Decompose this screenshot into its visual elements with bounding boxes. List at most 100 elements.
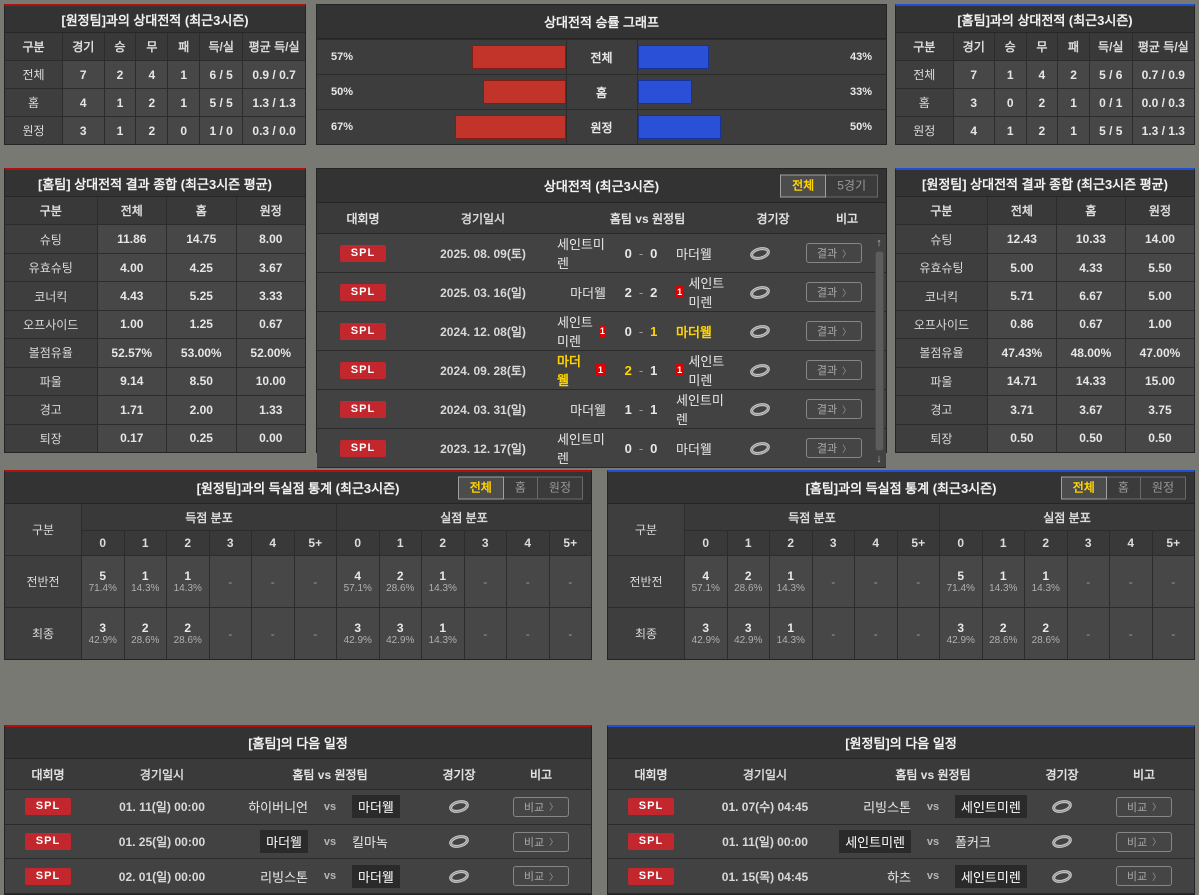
tab-전체[interactable]: 전체 (1060, 476, 1107, 499)
league-cell: SPL (608, 798, 694, 816)
stat-value: 4.25 (167, 253, 236, 282)
tab-홈[interactable]: 홈 (1105, 476, 1141, 499)
panel-home-schedule: [홈팀]의 다음 일정 대회명 경기일시 홈팀 vs 원정팀 경기장 비고 SPL 01.… (4, 725, 592, 895)
tab-홈[interactable]: 홈 (502, 476, 538, 499)
dist-cell: - (1067, 556, 1109, 607)
action-button[interactable]: 비교 〉 (512, 831, 570, 852)
stat-value: 4.00 (97, 253, 166, 282)
bin-header: 3 (812, 531, 854, 555)
home-team-name: 리빙스톤 (863, 800, 911, 816)
dist-count: 1 (1042, 568, 1050, 583)
dist-pct: 14.3% (173, 582, 202, 594)
match-cell: 하이버니언 vs 마더웰 (233, 795, 427, 819)
chevron-right-icon: 〉 (842, 365, 852, 376)
away-score: 0 (650, 245, 658, 261)
action-button[interactable]: 결과 〉 (805, 321, 863, 341)
stat-value: 48.00% (1056, 339, 1125, 367)
stat-value: 0.50 (1125, 424, 1194, 452)
dist-cell: 2 28.6% (1025, 608, 1067, 659)
action-button[interactable]: 비교 〉 (1115, 831, 1173, 852)
tab-5경기[interactable]: 5경기 (825, 174, 878, 197)
action-button[interactable]: 결과 〉 (805, 399, 863, 419)
stat-value: 3.67 (1056, 396, 1125, 424)
action-button[interactable]: 비교 〉 (512, 796, 570, 817)
home-score: 0 (624, 245, 632, 261)
stadium-icon (1051, 869, 1073, 884)
tab-전체[interactable]: 전체 (780, 174, 827, 197)
panel-vs-home-record: [홈팀]과의 상대전적 (최근3시즌) 구분 경기 승 무 패 득/실 평균 득/실 전체 7 1… (895, 4, 1195, 145)
stat-value: 2 (1058, 61, 1089, 88)
dist-count: 5 (957, 568, 965, 583)
schedule-column-headers: 대회명 경기일시 홈팀 vs 원정팀 경기장 비고 (608, 759, 1194, 790)
panel-title: [원정팀]과의 상대전적 (최근3시즌) (5, 6, 305, 33)
column-header: 전체 (97, 197, 166, 225)
header-stadium: 경기장 (442, 767, 476, 782)
goals-title: [홈팀]과의 득실점 통계 (최근3시즌) (805, 481, 997, 496)
dist-count: 2 (999, 620, 1007, 635)
bin-header: 5+ (294, 531, 336, 555)
scroll-up-button[interactable]: ↑ (876, 237, 882, 249)
panel-goals-vs-away: [원정팀]과의 득실점 통계 (최근3시즌) 전체 홈 원정 구분 득점 분포 실점 분… (4, 470, 592, 660)
stadium-icon (1051, 799, 1073, 814)
action-button[interactable]: 결과 〉 (805, 282, 863, 302)
dist-cell: 1 14.3% (422, 556, 464, 607)
scrollbar-thumb[interactable] (874, 251, 884, 451)
home-win-pct: 67% (331, 121, 354, 133)
row-label: 유효슈팅 (896, 253, 987, 282)
stat-value: 14.33 (1056, 367, 1125, 396)
row-label: 전반전 (5, 556, 81, 607)
dist-cell: - (252, 556, 294, 607)
action-button[interactable]: 결과 〉 (805, 438, 863, 458)
score: 2-2 (606, 285, 676, 300)
tab-원정[interactable]: 원정 (1139, 476, 1186, 499)
dist-pct: 14.3% (1031, 582, 1060, 594)
stat-value: 10.00 (236, 367, 305, 396)
dist-pct: 14.3% (989, 582, 1018, 594)
action-button[interactable]: 비교 〉 (512, 866, 570, 887)
match-cell: 하츠 vs 세인트미렌 (836, 864, 1030, 888)
away-side: 세인트미렌 (955, 864, 1030, 888)
dist-pct: 14.3% (131, 582, 160, 594)
away-team-name: 세인트미렌 (955, 795, 1027, 819)
button-label: 결과 (816, 287, 838, 299)
home-bar-zone: 67% (317, 110, 566, 144)
goals-tabs: 전체 홈 원정 (1060, 476, 1186, 499)
schedule-row: SPL 01. 15(목) 04:45 하츠 vs 세인트미렌 비교 〉 (608, 859, 1194, 895)
away-team-name: 마더웰 (676, 246, 712, 262)
button-label: 비교 (523, 836, 545, 849)
home-bar-zone: 50% (317, 75, 566, 109)
dist-empty: - (270, 626, 275, 641)
action-button[interactable]: 비교 〉 (1115, 866, 1173, 887)
match-date: 02. 01(일) 00:00 (118, 869, 206, 884)
bin-header: 4 (507, 531, 549, 555)
header-league: 대회명 (346, 211, 380, 226)
stadium-cell (1030, 869, 1094, 884)
stat-value: 52.57% (97, 339, 166, 367)
dist-count: 3 (702, 620, 710, 635)
stat-value: 8.00 (236, 225, 305, 253)
tab-원정[interactable]: 원정 (536, 476, 583, 499)
scroll-down-button[interactable]: ↓ (876, 453, 882, 465)
match-cell: 마더웰 vs 킬마녹 (233, 830, 427, 853)
stadium-icon (448, 869, 470, 884)
dist-count: 2 (184, 620, 192, 635)
h2h-row: SPL 2024. 12. 08(일) 세인트미렌 1 0-1 마더웰 결과 〉 (317, 312, 886, 351)
stat-value: 4.43 (97, 282, 166, 310)
stat-value: 0.3 / 0.0 (243, 117, 305, 144)
panel-home-team-stats: [홈팀] 상대전적 결과 종합 (최근3시즌 평균) 구분 전체 홈 원정 슈팅 11.8… (4, 168, 306, 453)
action-button[interactable]: 결과 〉 (805, 360, 863, 380)
score-dash: - (638, 362, 644, 378)
scrollbar[interactable]: ↑ ↓ (873, 236, 885, 466)
header-note: 비고 (1132, 767, 1156, 782)
away-score: 1 (650, 323, 658, 339)
away-score: 1 (650, 401, 658, 417)
league-cell: SPL (608, 833, 694, 850)
action-button[interactable]: 결과 〉 (805, 243, 863, 263)
stat-value: 0.25 (167, 424, 236, 452)
stat-value: 1.25 (167, 310, 236, 339)
away-team-name: 마더웰 (676, 441, 712, 457)
tab-전체[interactable]: 전체 (457, 476, 504, 499)
action-button[interactable]: 비교 〉 (1115, 796, 1173, 817)
bin-header: 1 (727, 531, 769, 555)
away-score: 1 (650, 362, 658, 378)
